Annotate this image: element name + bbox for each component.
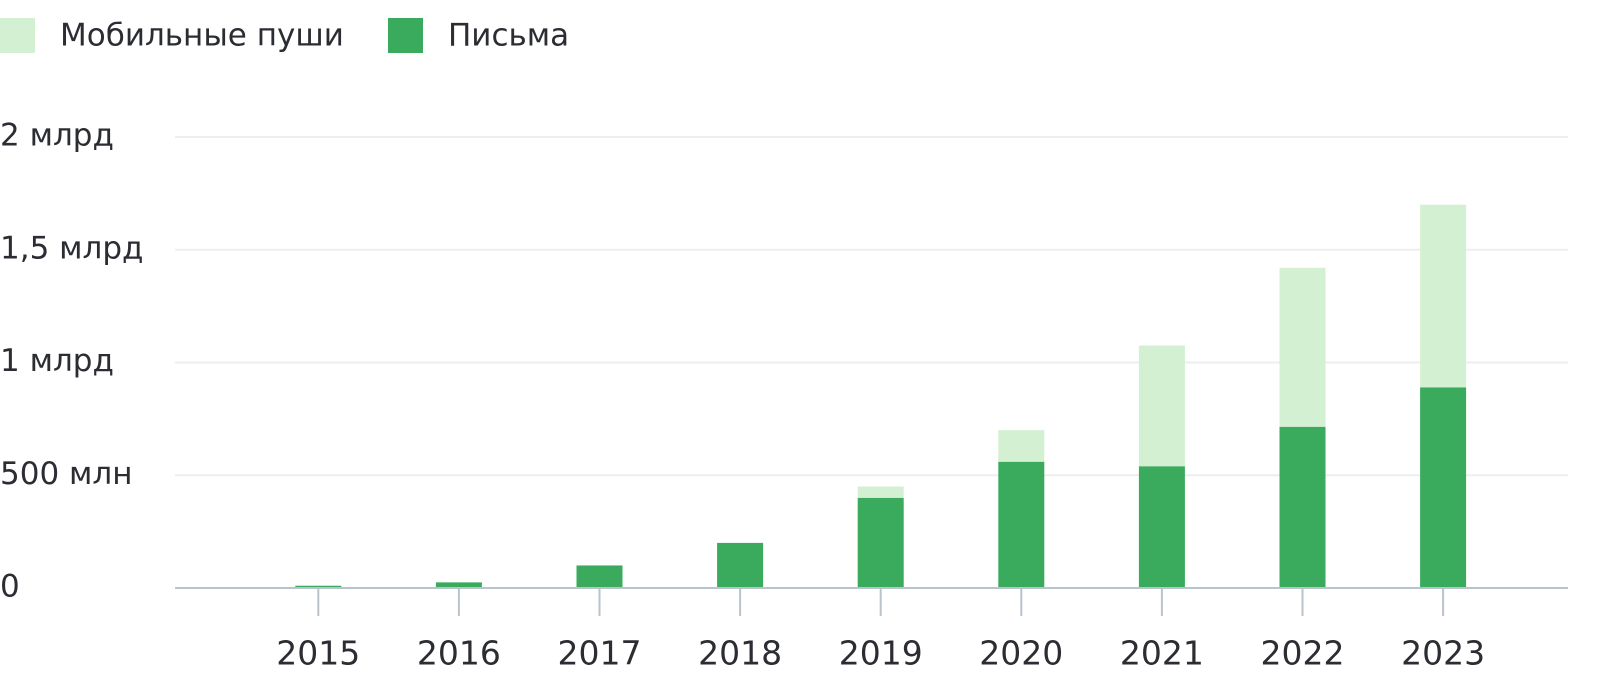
bar-segment — [1279, 426, 1326, 588]
bar-segment — [435, 582, 482, 588]
x-tick-label: 2023 — [1401, 634, 1485, 673]
bar-segment — [1138, 345, 1185, 467]
bar-segment — [1420, 204, 1467, 388]
y-tick-label: 500 млн — [0, 456, 133, 492]
bar-segment — [717, 542, 764, 588]
y-tick-label: 2 млрд — [0, 118, 114, 154]
bar-segment — [1279, 267, 1326, 427]
y-tick-label: 0 — [0, 569, 20, 605]
x-tick-label: 2022 — [1261, 634, 1345, 673]
x-tick-label: 2021 — [1120, 634, 1204, 673]
bar-segment — [857, 497, 904, 588]
bar-segment — [295, 585, 342, 588]
bar-segment — [998, 430, 1045, 462]
x-tick-label: 2016 — [417, 634, 501, 673]
bar-segment — [1420, 387, 1467, 588]
y-tick-label: 1 млрд — [0, 343, 114, 379]
bar-segment — [576, 565, 623, 588]
bar-segment — [857, 486, 904, 498]
legend-swatch — [388, 18, 423, 53]
legend-label: Мобильные пуши — [60, 18, 344, 54]
legend-label: Письма — [448, 18, 569, 54]
x-tick-label: 2019 — [839, 634, 923, 673]
bar-segment — [998, 461, 1045, 588]
y-tick-label: 1,5 млрд — [0, 230, 143, 266]
x-tick-label: 2017 — [558, 634, 642, 673]
x-tick-label: 2018 — [698, 634, 782, 673]
x-tick-label: 2015 — [276, 634, 360, 673]
legend-swatch — [0, 18, 35, 53]
x-tick-label: 2020 — [979, 634, 1063, 673]
bar-segment — [1138, 466, 1185, 588]
